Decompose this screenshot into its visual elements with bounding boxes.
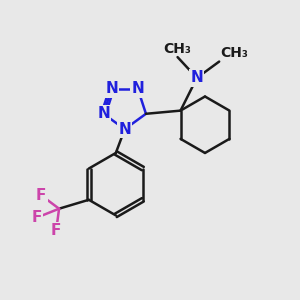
Text: N: N bbox=[118, 122, 131, 137]
Text: N: N bbox=[105, 81, 118, 96]
Text: F: F bbox=[51, 224, 61, 238]
Text: F: F bbox=[36, 188, 46, 203]
Text: F: F bbox=[32, 210, 42, 225]
Text: N: N bbox=[97, 106, 110, 121]
Text: CH₃: CH₃ bbox=[221, 46, 248, 60]
Text: N: N bbox=[131, 81, 144, 96]
Text: CH₃: CH₃ bbox=[164, 42, 191, 56]
Text: N: N bbox=[190, 70, 203, 86]
